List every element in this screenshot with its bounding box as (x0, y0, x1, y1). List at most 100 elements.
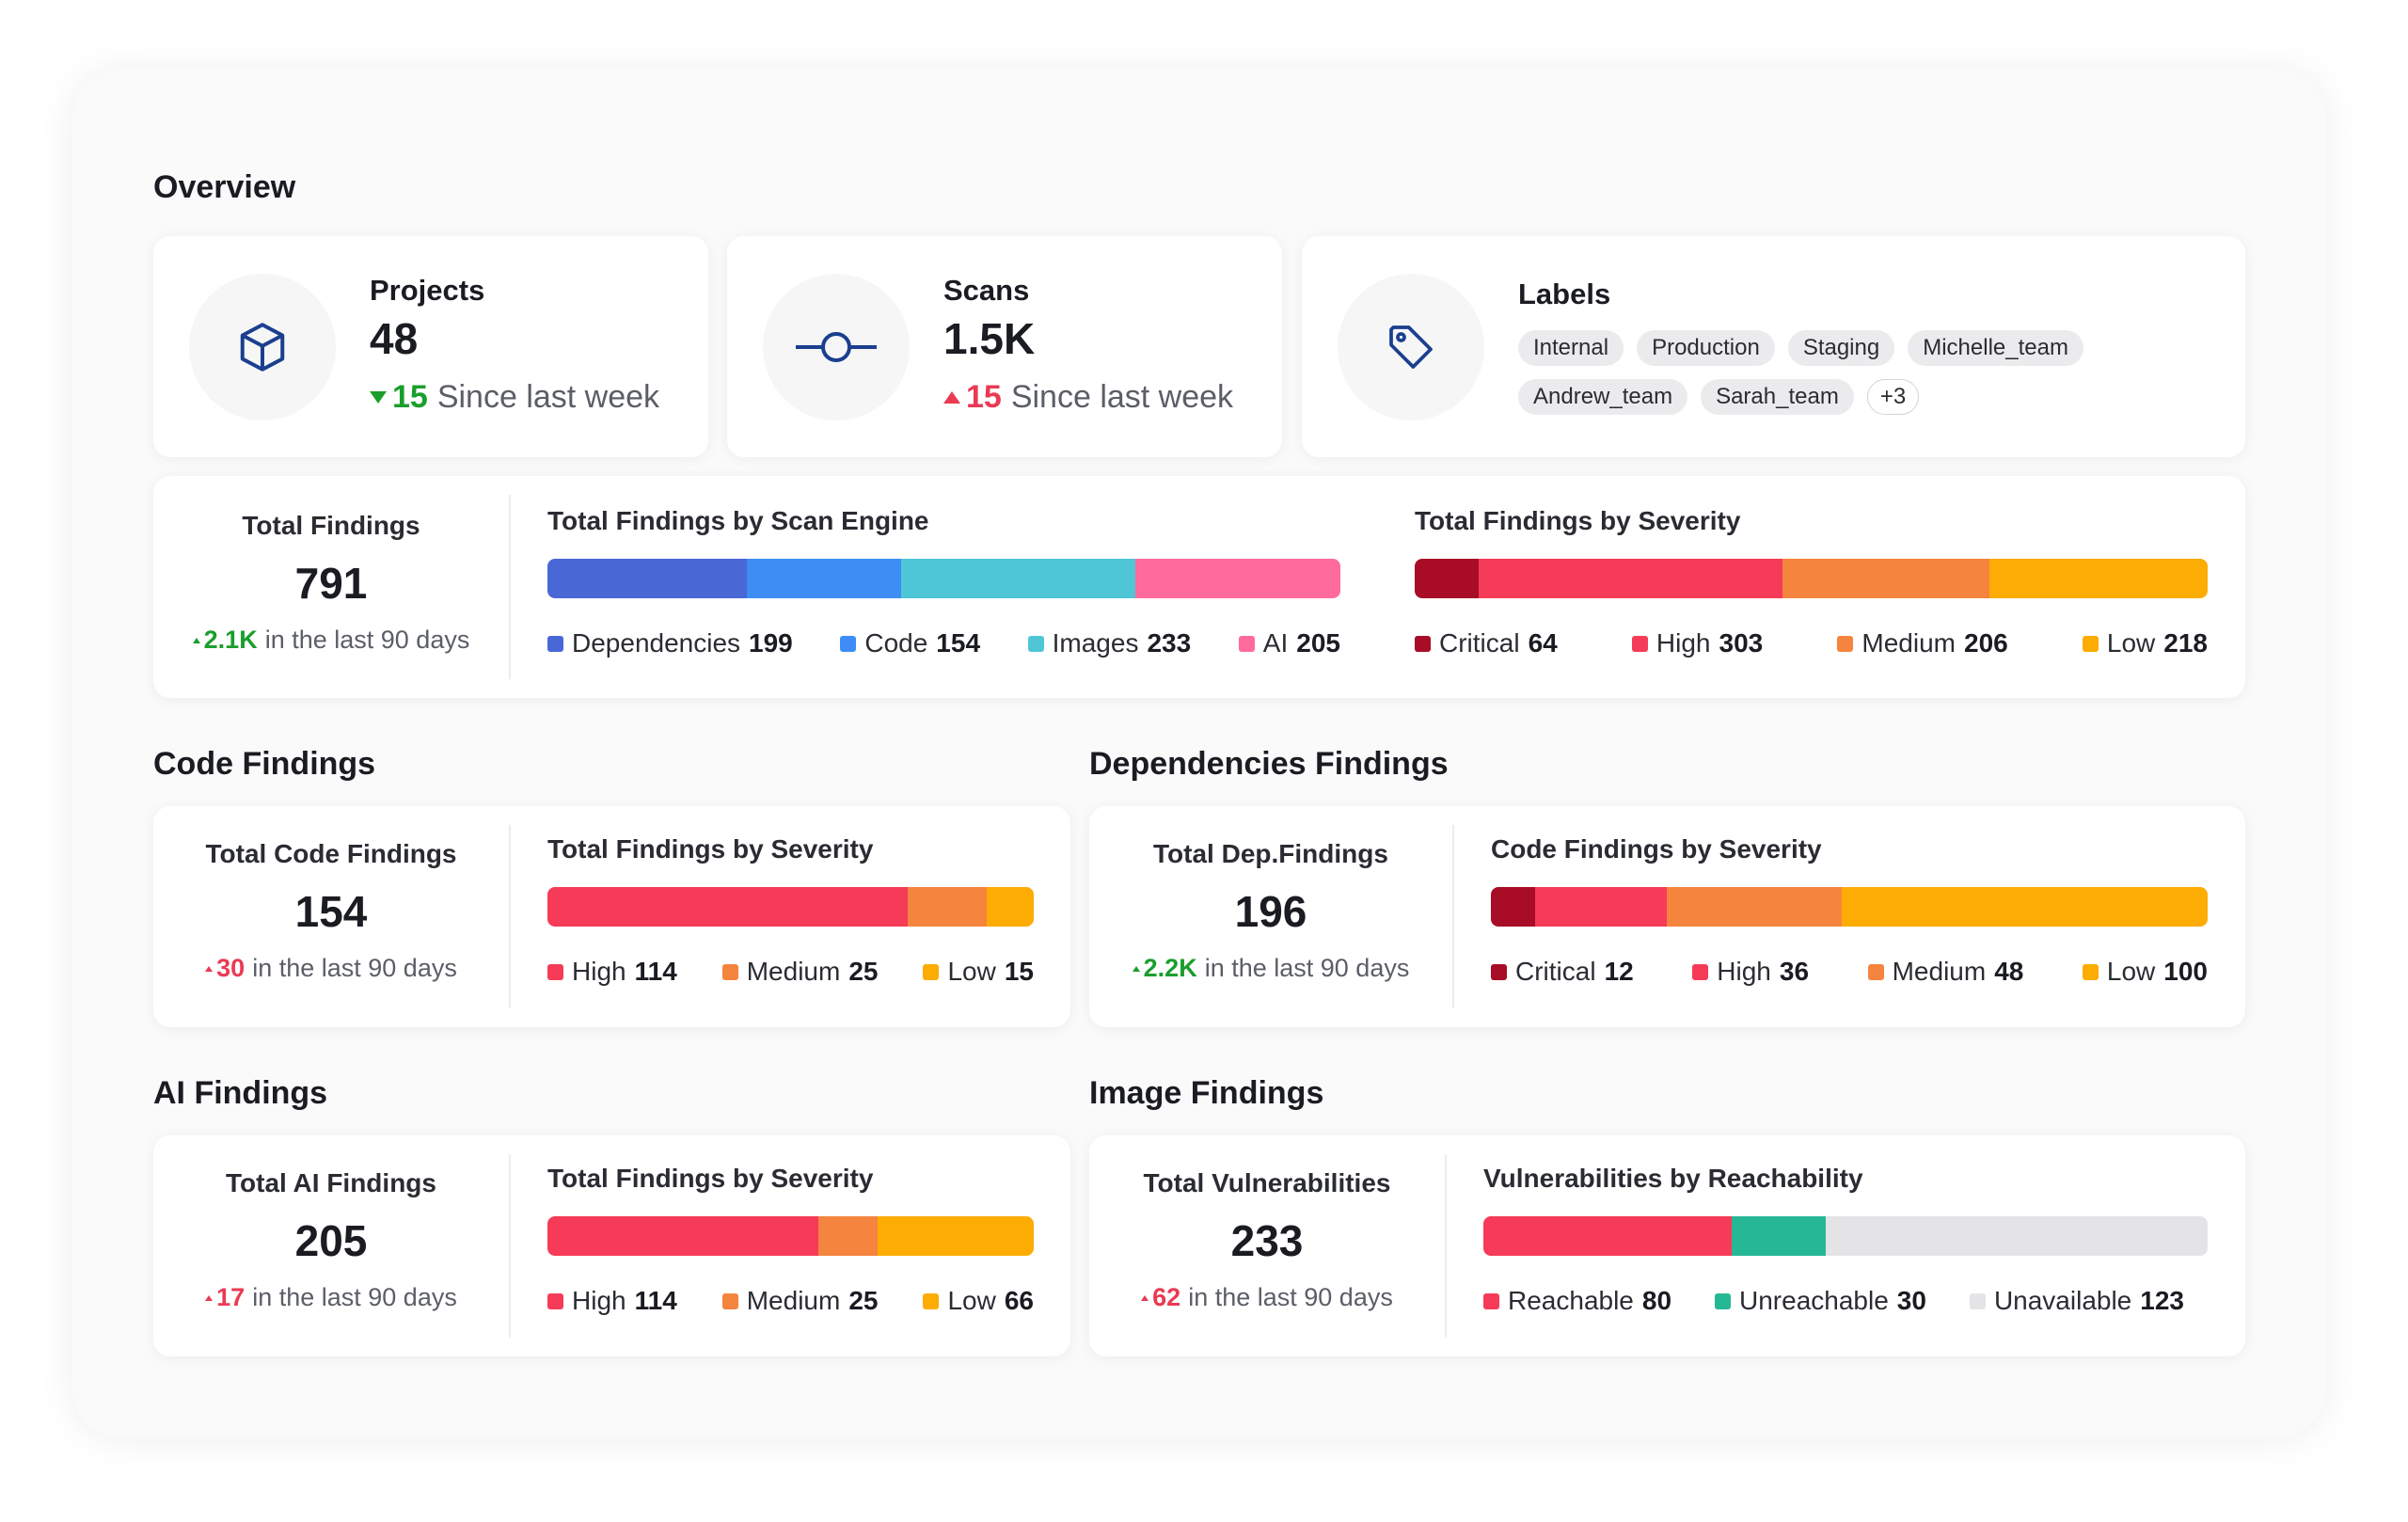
code-findings-value: 154 (294, 887, 368, 936)
projects-title: Projects (370, 274, 485, 307)
projects-card[interactable]: Projects 48 15 Since last week (153, 236, 708, 457)
legend-item-critical: Critical 12 (1491, 957, 1634, 987)
legend-swatch (1027, 635, 1044, 652)
dependencies-severity-bar (1491, 887, 2208, 927)
image-findings-value: 233 (1230, 1216, 1304, 1265)
legend-swatch (547, 1292, 563, 1309)
labels-card[interactable]: Labels Internal Production Staging Miche… (1302, 236, 2245, 457)
bar-segment-unavailable (1825, 1216, 2208, 1256)
legend-value: 15 (1004, 957, 1034, 986)
legend-swatch (547, 635, 563, 652)
total-findings-delta-value: 2.1K (203, 626, 258, 654)
overview-title: Overview (153, 169, 296, 205)
bar-segment-medium (907, 887, 987, 927)
legend-item-code: Code 154 (840, 628, 980, 658)
commit-icon (796, 332, 877, 362)
total-findings-card: Total Findings 791 2.1K in the last 90 d… (153, 476, 2245, 698)
legend-label: AI (1262, 628, 1289, 658)
code-findings-title: Code Findings (153, 746, 376, 782)
dependencies-severity-legend: Critical 12 High 36 Medium 48 Low 100 (1491, 957, 2208, 987)
code-chart-title: Total Findings by Severity (547, 834, 874, 864)
legend-value: 36 (1779, 957, 1810, 986)
legend-value: 205 (1296, 628, 1340, 658)
ai-severity-legend: High 114 Medium 25 Low 66 (547, 1286, 1034, 1316)
legend-label: Low (947, 1286, 996, 1315)
labels-icon-wrap (1338, 274, 1484, 420)
legend-label: Low (2106, 957, 2156, 986)
code-findings-delta-text: in the last 90 days (252, 954, 457, 982)
label-chip[interactable]: Andrew_team (1518, 379, 1688, 415)
bar-segment-medium (1666, 887, 1843, 927)
labels-more-button[interactable]: +3 (1866, 379, 1920, 415)
image-findings-delta-value: 62 (1152, 1283, 1181, 1311)
image-reachability-legend: Reachable 80 Unreachable 30 Unavailable 123 (1483, 1286, 2184, 1316)
legend-swatch (1867, 963, 1884, 980)
arrow-up-icon (205, 965, 214, 972)
legend-swatch (2082, 963, 2099, 980)
legend-value: 199 (749, 628, 793, 658)
cube-icon (240, 323, 285, 372)
ai-findings-value: 205 (294, 1216, 368, 1265)
image-chart-title: Vulnerabilities by Reachability (1483, 1164, 1863, 1193)
arrow-up-icon (192, 637, 200, 643)
bar-segment-critical (1415, 559, 1480, 598)
label-chip[interactable]: Staging (1787, 330, 1895, 366)
ai-findings-delta-value: 17 (216, 1283, 246, 1311)
bar-segment-low (877, 1216, 1034, 1256)
legend-label: Dependencies (572, 628, 741, 658)
legend-label: Medium (1892, 957, 1987, 986)
engine-legend: Dependencies 199 Code 154 Images 233 AI 205 (547, 628, 1340, 658)
legend-label: High (572, 957, 626, 986)
legend-item-medium: Medium 25 (721, 1286, 878, 1316)
bar-segment-ai (1134, 559, 1340, 598)
scans-icon-wrap (763, 274, 910, 420)
legend-swatch (1238, 635, 1255, 652)
bar-segment-medium (1782, 559, 1989, 598)
legend-item-high: High 303 (1631, 628, 1763, 658)
code-findings-label: Total Code Findings (205, 839, 457, 868)
ai-chart-title: Total Findings by Severity (547, 1164, 874, 1193)
ai-findings-title: AI Findings (153, 1075, 328, 1111)
legend-item-unavailable: Unavailable 123 (1969, 1286, 2184, 1316)
legend-value: 233 (1147, 628, 1192, 658)
engine-chart-title: Total Findings by Scan Engine (547, 506, 929, 535)
code-severity-bar (547, 887, 1034, 927)
legend-value: 48 (1994, 957, 2024, 986)
code-findings-card: Total Code Findings 154 30 in the last 9… (153, 806, 1070, 1027)
legend-value: 64 (1528, 628, 1558, 658)
total-findings-delta: 2.1K in the last 90 days (153, 626, 509, 655)
arrow-up-icon (205, 1294, 214, 1301)
image-reachability-bar (1483, 1216, 2208, 1256)
code-findings-delta: 30 in the last 90 days (153, 954, 509, 983)
legend-value: 206 (1964, 628, 2008, 658)
ai-findings-delta: 17 in the last 90 days (153, 1283, 509, 1312)
label-chip[interactable]: Internal (1518, 330, 1624, 366)
bar-segment-images (901, 559, 1135, 598)
image-findings-delta-text: in the last 90 days (1188, 1283, 1393, 1311)
image-findings-title: Image Findings (1089, 1075, 1324, 1111)
label-chip[interactable]: Michelle_team (1908, 330, 2083, 366)
severity-legend: Critical 64 High 303 Medium 206 Low 218 (1415, 628, 2208, 658)
legend-item-medium: Medium 48 (1867, 957, 2024, 987)
total-findings-summary: Total Findings 791 2.1K in the last 90 d… (153, 511, 509, 655)
arrow-up-icon (1141, 1294, 1149, 1301)
dependencies-findings-summary: Total Dep.Findings 196 2.2K in the last … (1089, 839, 1452, 983)
arrow-up-icon (943, 391, 960, 404)
legend-label: Reachable (1508, 1286, 1634, 1315)
legend-label: Low (2106, 628, 2156, 658)
legend-swatch (923, 963, 940, 980)
projects-delta-text: Since last week (436, 379, 660, 415)
legend-swatch (2082, 635, 2099, 652)
dependencies-findings-title: Dependencies Findings (1089, 746, 1449, 782)
image-findings-delta: 62 in the last 90 days (1089, 1283, 1445, 1312)
scans-delta: 15 Since last week (943, 379, 1233, 416)
label-chip[interactable]: Production (1637, 330, 1775, 366)
arrow-up-icon (1132, 965, 1140, 972)
legend-swatch (1631, 635, 1648, 652)
legend-item-low: Low 66 (923, 1286, 1034, 1316)
total-findings-delta-text: in the last 90 days (264, 626, 470, 654)
legend-swatch (1483, 1292, 1499, 1309)
scans-card[interactable]: Scans 1.5K 15 Since last week (727, 236, 1282, 457)
legend-value: 218 (2163, 628, 2208, 658)
label-chip[interactable]: Sarah_team (1701, 379, 1854, 415)
